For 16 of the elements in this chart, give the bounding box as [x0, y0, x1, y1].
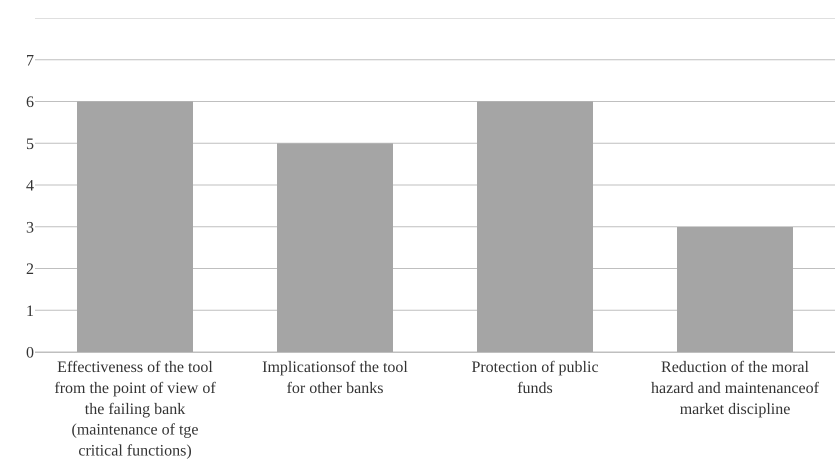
x-tick-label: Effectiveness of the tool from the point of view of the failing bank (maintenance of tge critical functions) [54, 359, 216, 460]
bar [477, 102, 593, 352]
bar [277, 143, 393, 352]
bar [677, 226, 793, 352]
y-tick-label: 6 [26, 94, 34, 112]
x-tick-label: Reduction of the moral hazard and maintenanceof market discipline [651, 359, 820, 418]
y-tick-label: 1 [26, 302, 34, 320]
y-tick-label: 7 [26, 52, 34, 70]
x-tick-label: Protection of public funds [471, 359, 599, 397]
bar [77, 102, 193, 352]
y-tick-label: 3 [26, 219, 34, 236]
y-tick-label: 0 [26, 344, 34, 362]
x-tick-label: Implicationsof the tool for other banks [262, 359, 408, 397]
y-tick-label: 4 [26, 178, 34, 195]
y-tick-label: 2 [26, 261, 34, 278]
y-tick-label: 5 [26, 136, 34, 153]
